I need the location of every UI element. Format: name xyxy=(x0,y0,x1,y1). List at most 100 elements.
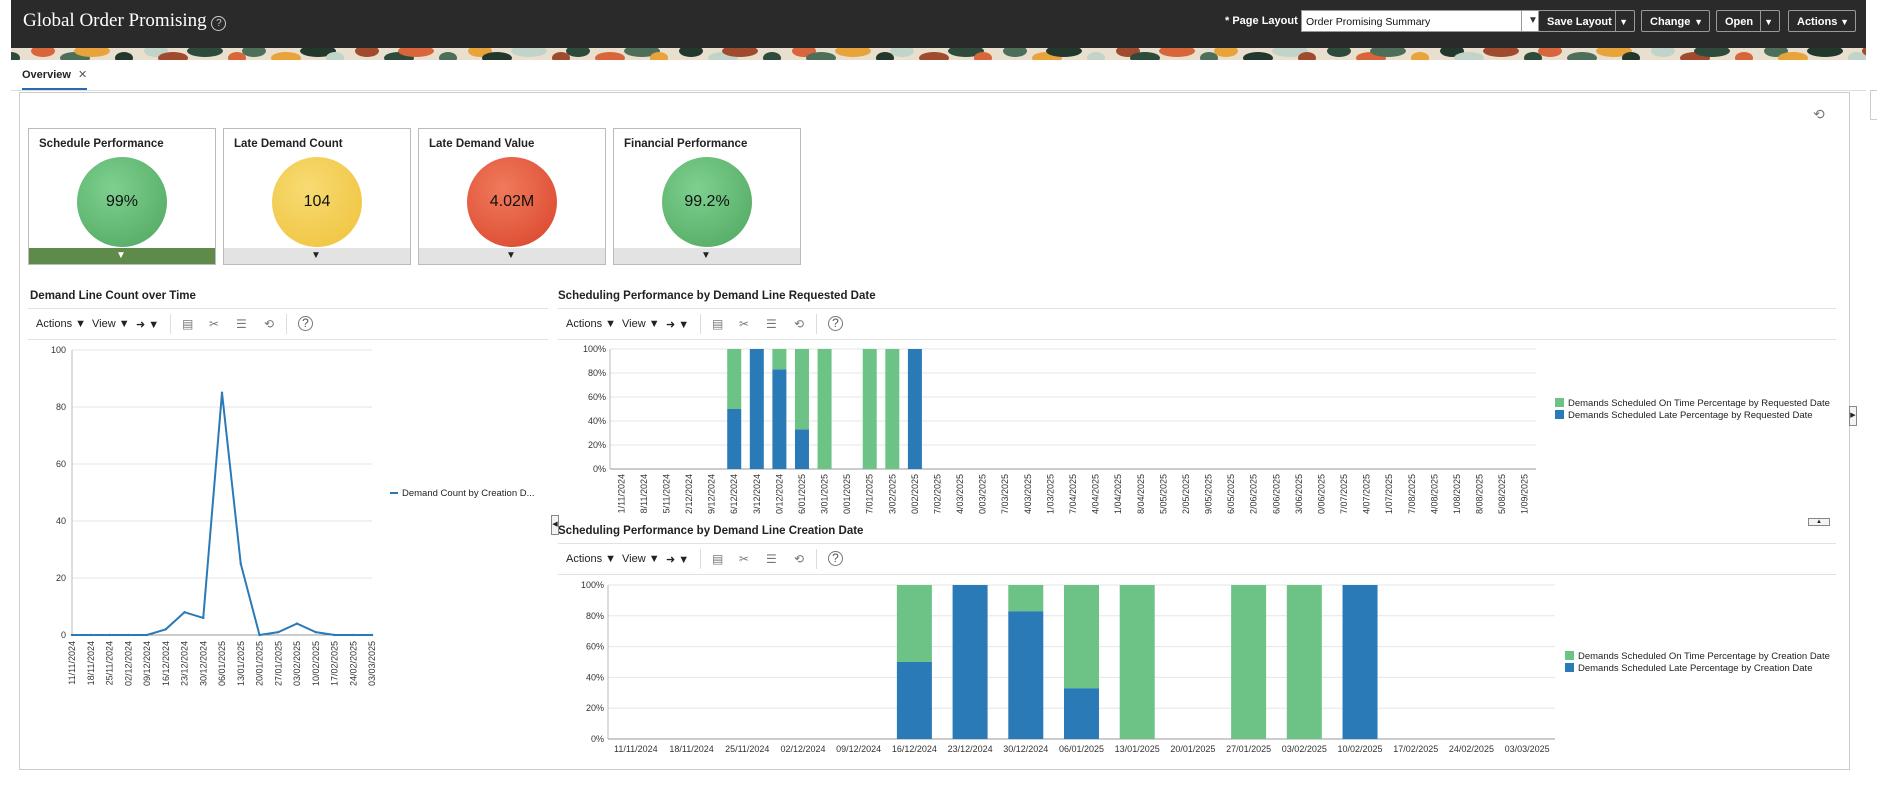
metric-bubble: 104 xyxy=(272,157,362,247)
tile-late-demand-count[interactable]: Late Demand Count 104 ▼ xyxy=(223,128,411,265)
freeze-icon[interactable]: ✂ xyxy=(209,317,220,331)
view-menu-label: View xyxy=(92,318,116,330)
view-menu-label: View xyxy=(622,318,646,330)
detach-icon[interactable]: ▤ xyxy=(182,317,194,331)
x-tick-label: 13/01/2025 xyxy=(1115,744,1160,754)
collapse-icon[interactable]: ◀ xyxy=(551,515,559,535)
x-tick-label: 16/12/2024 xyxy=(161,641,171,686)
x-tick-label: 11/11/2024 xyxy=(614,744,658,754)
change-button[interactable]: Change ▼ xyxy=(1641,10,1710,32)
legend-swatch-on-time xyxy=(1565,651,1574,660)
x-tick-label: 0/12/2024 xyxy=(774,474,784,514)
creation-date-chart: 100% 80% 60% 40% 20% 0% 11/11/2024 18/11/2024 25… xyxy=(581,580,1830,754)
open-button[interactable]: Open ▼ xyxy=(1716,10,1780,32)
view-menu[interactable]: View ▼ xyxy=(622,553,660,565)
close-icon[interactable]: ✕ xyxy=(77,69,88,81)
banner-shape xyxy=(679,48,703,57)
tile-footer[interactable]: ▼ xyxy=(419,248,605,264)
banner-shape xyxy=(650,52,668,60)
actions-menu-label: Actions xyxy=(36,318,73,330)
go-to-menu[interactable]: ➜ ▼ xyxy=(666,554,690,566)
wrap-icon[interactable]: ☰ xyxy=(766,317,777,331)
tile-schedule-performance[interactable]: Schedule Performance 99% ▼ xyxy=(28,128,216,265)
banner-shape xyxy=(482,52,512,60)
bar-on-time xyxy=(794,349,809,430)
chevron-down-icon[interactable]: ▼ xyxy=(1764,17,1773,27)
view-menu[interactable]: View ▼ xyxy=(622,318,660,330)
banner-shape xyxy=(1454,52,1484,60)
toolbar-separator xyxy=(170,314,171,334)
x-tick-label: 7/01/2025 xyxy=(865,474,875,514)
refresh-icon[interactable]: ⟲ xyxy=(264,317,275,331)
y-tick-label: 100% xyxy=(581,580,604,590)
page-scrollbar[interactable] xyxy=(1870,90,1877,120)
y-tick-label: 0% xyxy=(591,734,604,744)
page-layout-label: * Page Layout xyxy=(1225,15,1298,27)
x-tick-label: 27/01/2025 xyxy=(1226,744,1271,754)
y-tick-label: 0% xyxy=(593,464,606,474)
tile-title: Schedule Performance xyxy=(39,138,164,150)
tile-footer[interactable]: ▼ xyxy=(29,248,215,264)
banner-shape xyxy=(1200,52,1218,60)
tile-footer[interactable]: ▼ xyxy=(614,248,800,264)
detach-icon[interactable]: ▤ xyxy=(712,317,724,331)
refresh-icon[interactable]: ⟲ xyxy=(794,317,805,331)
refresh-icon[interactable]: ⟲ xyxy=(794,552,805,566)
help-icon[interactable]: ? xyxy=(828,551,843,566)
tab-overview[interactable]: Overview ✕ xyxy=(22,68,88,90)
section-title-creation: Scheduling Performance by Demand Line Cr… xyxy=(558,525,864,537)
go-to-menu[interactable]: ➜ ▼ xyxy=(136,319,160,331)
freeze-icon[interactable]: ✂ xyxy=(739,317,750,331)
y-tick-label: 60% xyxy=(588,392,606,402)
freeze-icon[interactable]: ✂ xyxy=(739,552,750,566)
bar-late xyxy=(727,409,742,469)
page-layout-select[interactable]: Order Promising Summary ▼ xyxy=(1301,10,1545,32)
banner-shape xyxy=(1046,48,1082,57)
actions-menu[interactable]: Actions ▼ xyxy=(566,553,617,565)
actions-menu[interactable]: Actions ▼ xyxy=(566,318,617,330)
go-to-menu[interactable]: ➜ ▼ xyxy=(666,319,690,331)
x-tick-label: 1/04/2025 xyxy=(1113,474,1123,514)
go-to-top-icon[interactable]: ▲ xyxy=(1808,518,1830,526)
chevron-down-icon[interactable]: ▼ xyxy=(1619,17,1628,27)
x-tick-label: 3/12/2024 xyxy=(752,474,762,514)
chevron-down-icon[interactable]: ▼ xyxy=(1521,11,1544,31)
help-icon[interactable]: ? xyxy=(298,316,313,331)
tile-late-demand-value[interactable]: Late Demand Value 4.02M ▼ xyxy=(418,128,606,265)
actions-menu-button[interactable]: Actions ▼ xyxy=(1788,10,1856,32)
overview-panel xyxy=(19,92,1850,770)
expand-icon[interactable]: ▶ xyxy=(1849,406,1857,426)
x-tick-label: 24/02/2025 xyxy=(1449,744,1494,754)
wrap-icon[interactable]: ☰ xyxy=(766,552,777,566)
toolbar-separator xyxy=(700,549,701,569)
metric-bubble: 99% xyxy=(77,157,167,247)
detach-icon[interactable]: ▤ xyxy=(712,552,724,566)
banner-shape xyxy=(722,48,758,57)
help-icon[interactable]: ? xyxy=(828,316,843,331)
x-tick-label: 0/02/2025 xyxy=(910,474,920,514)
y-tick-label: 20 xyxy=(56,573,66,583)
data-point xyxy=(145,633,149,637)
view-menu[interactable]: View ▼ xyxy=(92,318,130,330)
x-tick-label: 0/01/2025 xyxy=(842,474,852,514)
banner-shape xyxy=(242,48,266,57)
bar-on-time xyxy=(817,349,832,469)
refresh-icon[interactable]: ⟲ xyxy=(1813,106,1825,122)
x-tick-label: 16/12/2024 xyxy=(892,744,937,754)
x-tick-label: 8/04/2025 xyxy=(1136,474,1146,514)
legend-label: Demands Scheduled Late Percentage by Cre… xyxy=(1578,663,1812,674)
tile-title: Late Demand Value xyxy=(429,138,535,150)
tile-footer[interactable]: ▼ xyxy=(224,248,410,264)
wrap-icon[interactable]: ☰ xyxy=(236,317,247,331)
banner-shape xyxy=(1370,48,1406,57)
banner-shape xyxy=(1214,48,1238,57)
banner-shape xyxy=(1243,52,1273,60)
legend-swatch-late xyxy=(1555,410,1564,419)
tile-financial-performance[interactable]: Financial Performance 99.2% ▼ xyxy=(613,128,801,265)
x-tick-label: 23/12/2024 xyxy=(180,641,190,686)
save-layout-button[interactable]: Save Layout ▼ xyxy=(1538,10,1635,32)
app-title: Global Order Promising ? xyxy=(23,10,227,32)
y-tick-label: 80% xyxy=(588,368,606,378)
actions-menu[interactable]: Actions ▼ xyxy=(36,318,87,330)
help-icon[interactable]: ? xyxy=(211,16,227,31)
